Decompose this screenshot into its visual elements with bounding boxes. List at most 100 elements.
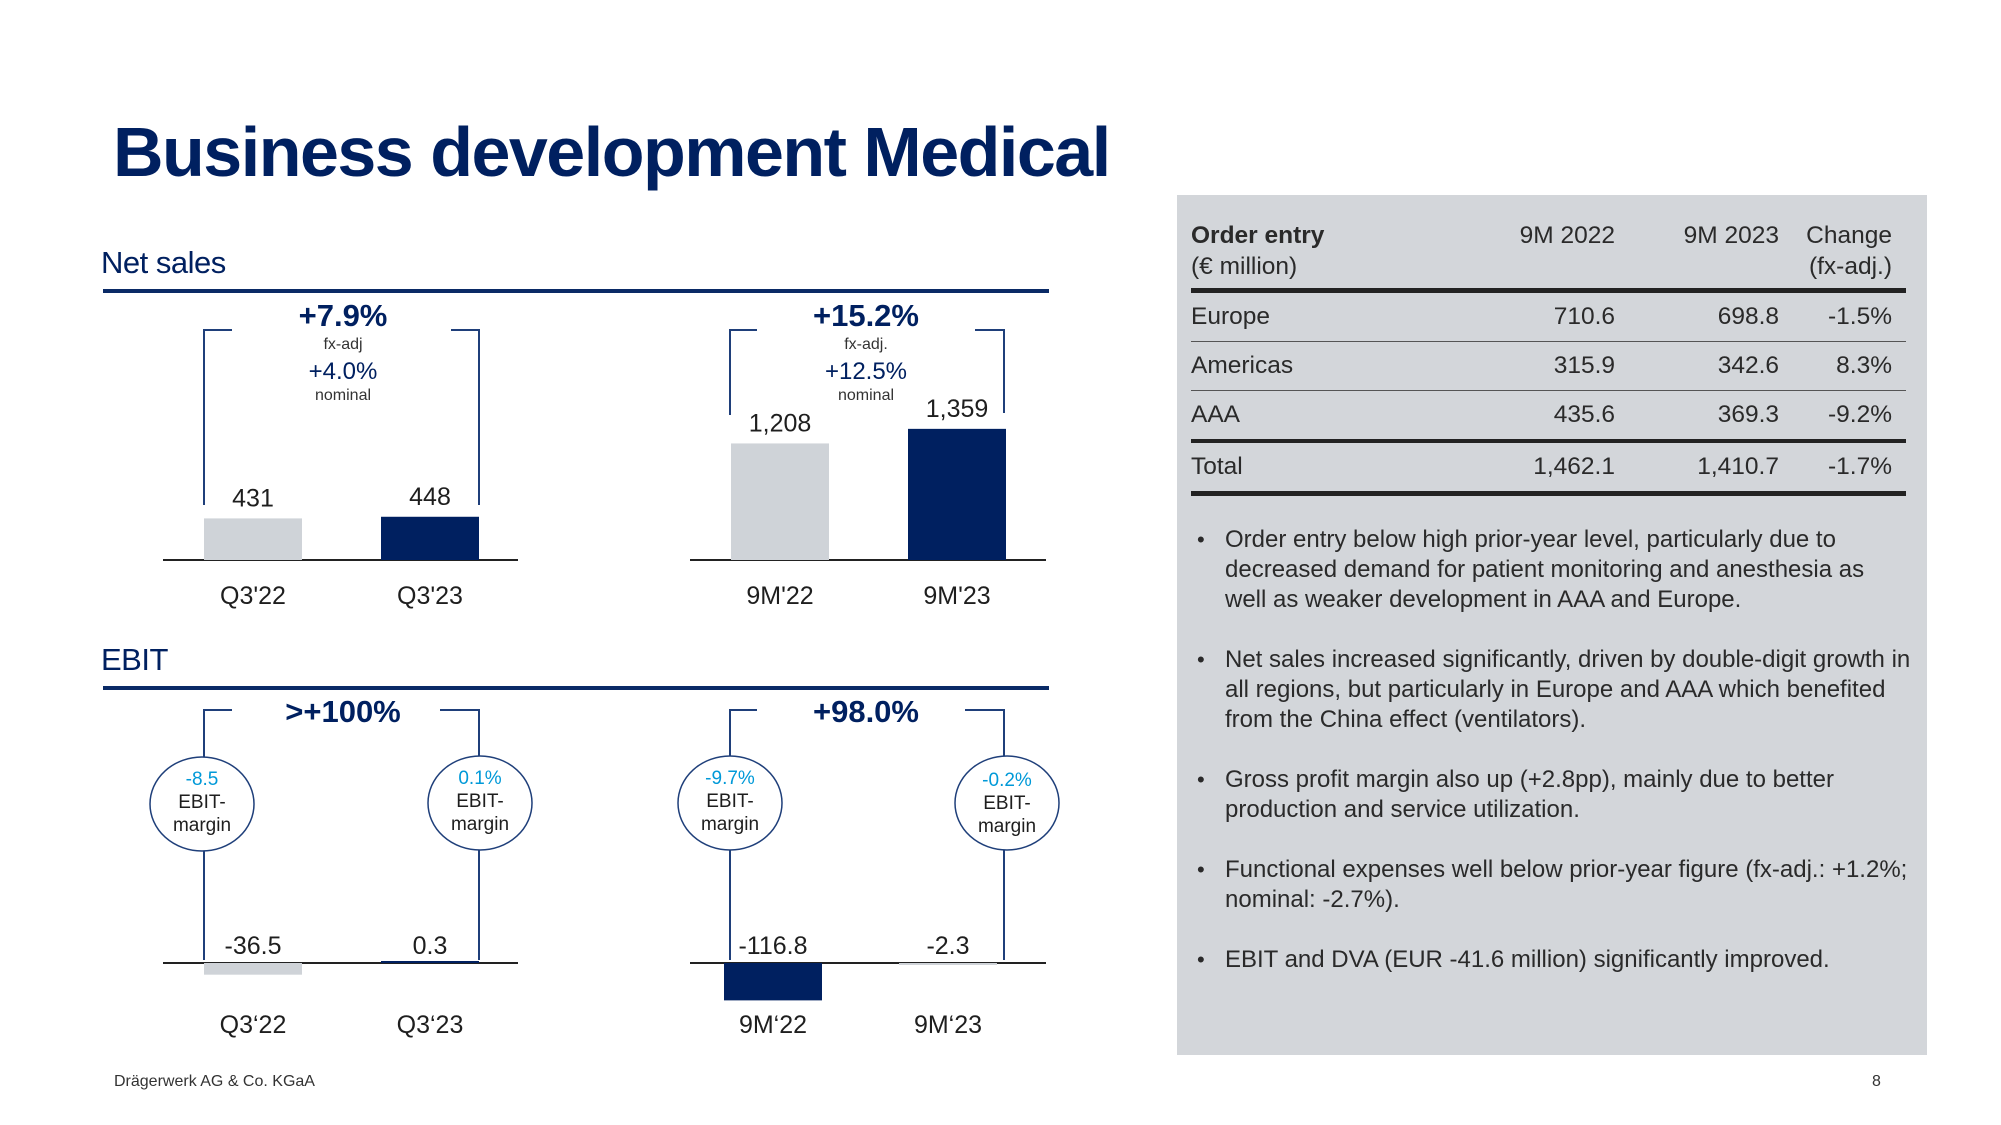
ebit-margin-9m-23: -0.2% EBIT- margin <box>954 755 1060 851</box>
net-sales-q3-change-fx: +7.9% <box>299 298 388 333</box>
table-cell: 435.6 <box>1553 401 1615 428</box>
bullet-dot: • <box>1197 947 1205 972</box>
bullet-text: EBIT and DVA (EUR -41.6 million) signifi… <box>1225 946 1830 973</box>
bar-value-label: -36.5 <box>225 932 282 960</box>
net-sales-left-bracket-right <box>451 329 480 505</box>
ebit-margin-q3-22: -8.5 EBIT- margin <box>149 756 255 852</box>
category-label: Q3‘23 <box>397 1011 464 1039</box>
ebit-left-bracket-left-top <box>203 709 232 760</box>
ebit-margin-9m-22-label: EBIT- <box>706 791 754 812</box>
bar-Q3'22 <box>204 518 302 560</box>
table-cell: -9.2% <box>1827 401 1892 428</box>
ebit-heading: EBIT <box>101 642 168 677</box>
table-cell: 342.6 <box>1629 341 1793 391</box>
bar-9M'23 <box>908 428 1006 560</box>
net-sales-rule <box>103 289 1049 293</box>
footer-company: Drägerwerk AG & Co. KGaA <box>114 1073 315 1090</box>
table-cell: 1,410.7 <box>1629 439 1793 496</box>
net-sales-q3-change-nominal: +4.0% <box>309 358 378 385</box>
category-label: Q3'23 <box>397 582 463 610</box>
list-item: • Gross profit margin also up (+2.8pp), m… <box>1191 765 1911 825</box>
net-sales-left-bracket-left <box>203 329 232 505</box>
bar-Q3‘22 <box>204 963 302 975</box>
ebit-margin-q3-23: 0.1% EBIT- margin <box>427 755 533 851</box>
ebit-q3-bars: -36.5 Q3‘22 0.3 Q3‘23 <box>204 932 479 1039</box>
table-cell: Europe <box>1191 290 1465 342</box>
bar-value-label: 431 <box>232 484 274 512</box>
charts-canvas: 431 Q3'22 448 Q3'23 1,208 9M'22 1,359 9M'23 -3… <box>149 298 1060 1039</box>
bullet-dot: • <box>1197 647 1205 672</box>
ebit-margin-9m-23-value: -0.2% <box>982 770 1032 791</box>
bullet-dot: • <box>1197 767 1205 792</box>
order-entry-col-change: Change (fx-adj.) <box>1793 220 1906 291</box>
ebit-margin-9m-22-value: -9.7% <box>705 768 755 789</box>
ebit-q3-change: >+100% <box>285 694 401 729</box>
category-label: Q3‘22 <box>220 1011 287 1039</box>
bar-Q3‘23 <box>381 961 479 963</box>
table-cell: -1.5% <box>1793 290 1906 342</box>
order-entry-table: Order entry (€ million) 9M 2022 9M 2023 … <box>1191 220 1906 496</box>
bullet-text: Functional expenses well below prior-yea… <box>1225 856 1908 913</box>
ebit-margin-q3-23-label2: margin <box>451 814 509 835</box>
table-cell: 698.8 <box>1629 290 1793 342</box>
ebit-margin-9m-23-label2: margin <box>978 816 1036 837</box>
table-cell: 710.6 <box>1465 290 1629 342</box>
table-cell: 369.3 <box>1717 401 1779 428</box>
bar-Q3'23 <box>381 516 479 560</box>
list-item: • EBIT and DVA (EUR -41.6 million) signif… <box>1191 945 1911 975</box>
net-sales-9m-change-nominal-note: nominal <box>838 387 894 404</box>
commentary-list: • Order entry below high prior-year level… <box>1191 525 1911 1005</box>
order-entry-header-label: Order entry (€ million) <box>1191 220 1465 291</box>
category-label: Q3'22 <box>220 582 286 610</box>
net-sales-q3-bars: 431 Q3'22 448 Q3'23 <box>204 483 479 610</box>
ebit-margin-q3-22-value: -8.5 <box>186 769 219 790</box>
list-item: • Net sales increased significantly, driv… <box>1191 645 1911 735</box>
bar-9M'22 <box>731 443 829 560</box>
net-sales-heading: Net sales <box>101 245 226 280</box>
bullet-dot: • <box>1197 527 1205 552</box>
net-sales-9m-change-fx: +15.2% <box>813 298 919 333</box>
bullet-text: Gross profit margin also up (+2.8pp), ma… <box>1225 766 1834 823</box>
table-cell: 8.3% <box>1793 341 1906 391</box>
order-entry-col-2023: 9M 2023 <box>1683 222 1779 249</box>
bar-9M‘22 <box>724 963 822 1001</box>
category-label: 9M'23 <box>923 582 990 610</box>
bar-value-label: 0.3 <box>413 932 448 960</box>
order-entry-title: Order entry <box>1191 222 1325 249</box>
ebit-9m-bars: -116.8 9M‘22 -2.3 9M‘23 <box>724 932 997 1039</box>
bullet-dot: • <box>1197 857 1205 882</box>
net-sales-q3-change-fx-note: fx-adj <box>323 336 362 353</box>
bullet-text: Order entry below high prior-year level,… <box>1225 526 1865 613</box>
table-row: Europe 710.6 698.8 -1.5% <box>1191 290 1906 342</box>
ebit-margin-9m-22-label2: margin <box>701 814 759 835</box>
ebit-9m-change: +98.0% <box>813 694 919 729</box>
order-entry-col-2022: 9M 2022 <box>1519 222 1615 249</box>
table-row-total: Total 1,462.1 1,410.7 -1.7% <box>1191 439 1906 496</box>
net-sales-9m-change-fx-note: fx-adj. <box>844 336 888 353</box>
ebit-margin-q3-22-label: EBIT- <box>178 792 226 813</box>
bar-value-label: -116.8 <box>738 932 807 960</box>
ebit-margin-q3-22-label2: margin <box>173 815 231 836</box>
order-entry-col-change-line1: Change <box>1806 222 1892 249</box>
bullet-text: Net sales increased significantly, drive… <box>1225 646 1911 733</box>
table-cell: Total <box>1191 439 1465 496</box>
order-entry-col-change-line2: (fx-adj.) <box>1808 253 1892 280</box>
ebit-margin-9m-22: -9.7% EBIT- margin <box>677 755 783 851</box>
ebit-margin-q3-23-label: EBIT- <box>456 791 504 812</box>
table-row: Americas 315.9 342.6 8.3% <box>1191 341 1906 391</box>
page-title: Business development Medical <box>113 113 1111 191</box>
ebit-right-bracket-left-top <box>729 709 757 758</box>
order-entry-header-row: Order entry (€ million) 9M 2022 9M 2023 … <box>1191 220 1906 291</box>
net-sales-9m-change-nominal: +12.5% <box>825 358 907 385</box>
order-entry-unit: (€ million) <box>1191 253 1298 280</box>
ebit-rule <box>103 686 1049 690</box>
net-sales-right-bracket-right <box>975 329 1005 413</box>
table-row: AAA 435.6 369.3 -9.2% <box>1191 391 1906 442</box>
table-cell: Americas <box>1191 341 1465 391</box>
page-number: 8 <box>1872 1073 1881 1090</box>
ebit-margin-9m-23-label: EBIT- <box>983 793 1031 814</box>
bar-value-label: 448 <box>409 483 451 511</box>
category-label: 9M'22 <box>746 582 813 610</box>
list-item: • Functional expenses well below prior-ye… <box>1191 855 1911 915</box>
category-label: 9M‘23 <box>914 1011 982 1039</box>
